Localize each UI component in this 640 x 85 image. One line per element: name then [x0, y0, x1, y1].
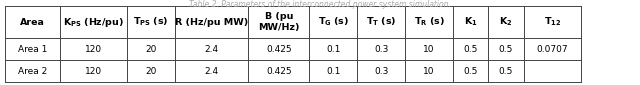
- Text: 120: 120: [84, 67, 102, 76]
- Text: 10: 10: [424, 45, 435, 54]
- Text: T$_{\bf PS}$ (s): T$_{\bf PS}$ (s): [133, 16, 168, 28]
- Text: 10: 10: [424, 67, 435, 76]
- Text: Area 2: Area 2: [18, 67, 47, 76]
- Text: 0.5: 0.5: [463, 45, 478, 54]
- Text: 2.4: 2.4: [204, 45, 219, 54]
- Text: T$_{\bf T}$ (s): T$_{\bf T}$ (s): [366, 16, 396, 28]
- Text: Area: Area: [20, 18, 45, 27]
- Text: Table 2. Parameters of the interconnected power system simulation.: Table 2. Parameters of the interconnecte…: [189, 0, 451, 9]
- Text: 0.5: 0.5: [463, 67, 478, 76]
- Text: 0.1: 0.1: [326, 67, 340, 76]
- Text: T$_{\bf 12}$: T$_{\bf 12}$: [544, 16, 561, 28]
- Text: R (Hz/pu MW): R (Hz/pu MW): [175, 18, 248, 27]
- Text: 0.3: 0.3: [374, 67, 388, 76]
- Text: T$_{\bf R}$ (s): T$_{\bf R}$ (s): [413, 16, 445, 28]
- Text: 20: 20: [145, 67, 156, 76]
- Text: B (pu
MW/Hz): B (pu MW/Hz): [258, 12, 300, 32]
- Text: 0.3: 0.3: [374, 45, 388, 54]
- Text: 0.425: 0.425: [266, 67, 292, 76]
- Text: 20: 20: [145, 45, 156, 54]
- Text: T$_{\bf G}$ (s): T$_{\bf G}$ (s): [317, 16, 349, 28]
- Text: K$_{\bf PS}$ (Hz/pu): K$_{\bf PS}$ (Hz/pu): [63, 16, 124, 28]
- Text: 0.1: 0.1: [326, 45, 340, 54]
- Text: Area 1: Area 1: [18, 45, 47, 54]
- Text: 2.4: 2.4: [204, 67, 219, 76]
- Text: 0.5: 0.5: [499, 45, 513, 54]
- Text: K$_{\bf 1}$: K$_{\bf 1}$: [464, 16, 477, 28]
- Text: 120: 120: [84, 45, 102, 54]
- Text: K$_{\bf 2}$: K$_{\bf 2}$: [499, 16, 513, 28]
- Text: 0.0707: 0.0707: [536, 45, 568, 54]
- Text: 0.425: 0.425: [266, 45, 292, 54]
- Text: 0.5: 0.5: [499, 67, 513, 76]
